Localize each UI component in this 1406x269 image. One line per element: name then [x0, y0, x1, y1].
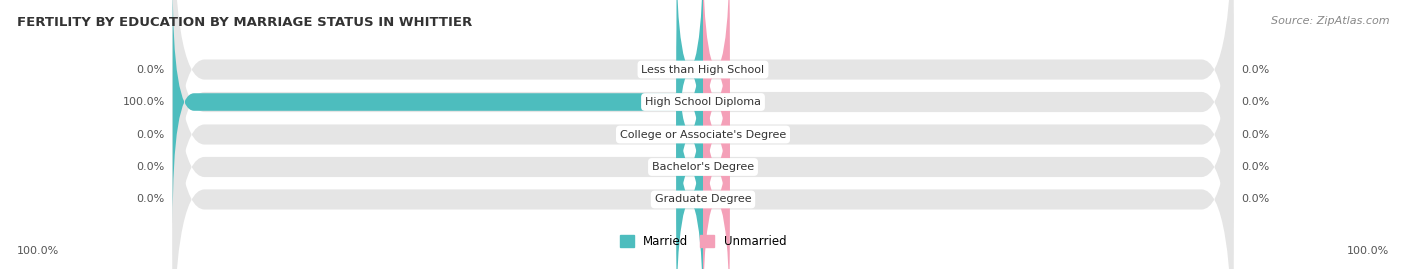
Text: 0.0%: 0.0% — [136, 129, 165, 140]
FancyBboxPatch shape — [173, 0, 1233, 269]
Text: Graduate Degree: Graduate Degree — [655, 194, 751, 204]
FancyBboxPatch shape — [173, 0, 1233, 254]
Text: 0.0%: 0.0% — [1241, 65, 1270, 75]
FancyBboxPatch shape — [676, 0, 703, 191]
Text: High School Diploma: High School Diploma — [645, 97, 761, 107]
FancyBboxPatch shape — [703, 46, 730, 269]
Text: 100.0%: 100.0% — [17, 246, 59, 256]
Text: College or Associate's Degree: College or Associate's Degree — [620, 129, 786, 140]
FancyBboxPatch shape — [173, 0, 1233, 269]
Text: FERTILITY BY EDUCATION BY MARRIAGE STATUS IN WHITTIER: FERTILITY BY EDUCATION BY MARRIAGE STATU… — [17, 16, 472, 29]
FancyBboxPatch shape — [676, 13, 703, 256]
Text: Less than High School: Less than High School — [641, 65, 765, 75]
FancyBboxPatch shape — [703, 13, 730, 256]
Text: 100.0%: 100.0% — [122, 97, 165, 107]
Text: 100.0%: 100.0% — [1347, 246, 1389, 256]
FancyBboxPatch shape — [703, 78, 730, 269]
FancyBboxPatch shape — [703, 0, 730, 223]
Legend: Married, Unmarried: Married, Unmarried — [614, 230, 792, 253]
FancyBboxPatch shape — [676, 46, 703, 269]
Text: 0.0%: 0.0% — [136, 65, 165, 75]
Text: 0.0%: 0.0% — [136, 162, 165, 172]
Text: 0.0%: 0.0% — [1241, 194, 1270, 204]
FancyBboxPatch shape — [173, 0, 703, 223]
Text: 0.0%: 0.0% — [1241, 129, 1270, 140]
Text: Source: ZipAtlas.com: Source: ZipAtlas.com — [1271, 16, 1389, 26]
Text: 0.0%: 0.0% — [136, 194, 165, 204]
Text: 0.0%: 0.0% — [1241, 97, 1270, 107]
FancyBboxPatch shape — [173, 0, 1233, 269]
Text: 0.0%: 0.0% — [1241, 162, 1270, 172]
FancyBboxPatch shape — [676, 78, 703, 269]
FancyBboxPatch shape — [703, 0, 730, 191]
Text: Bachelor's Degree: Bachelor's Degree — [652, 162, 754, 172]
FancyBboxPatch shape — [173, 15, 1233, 269]
